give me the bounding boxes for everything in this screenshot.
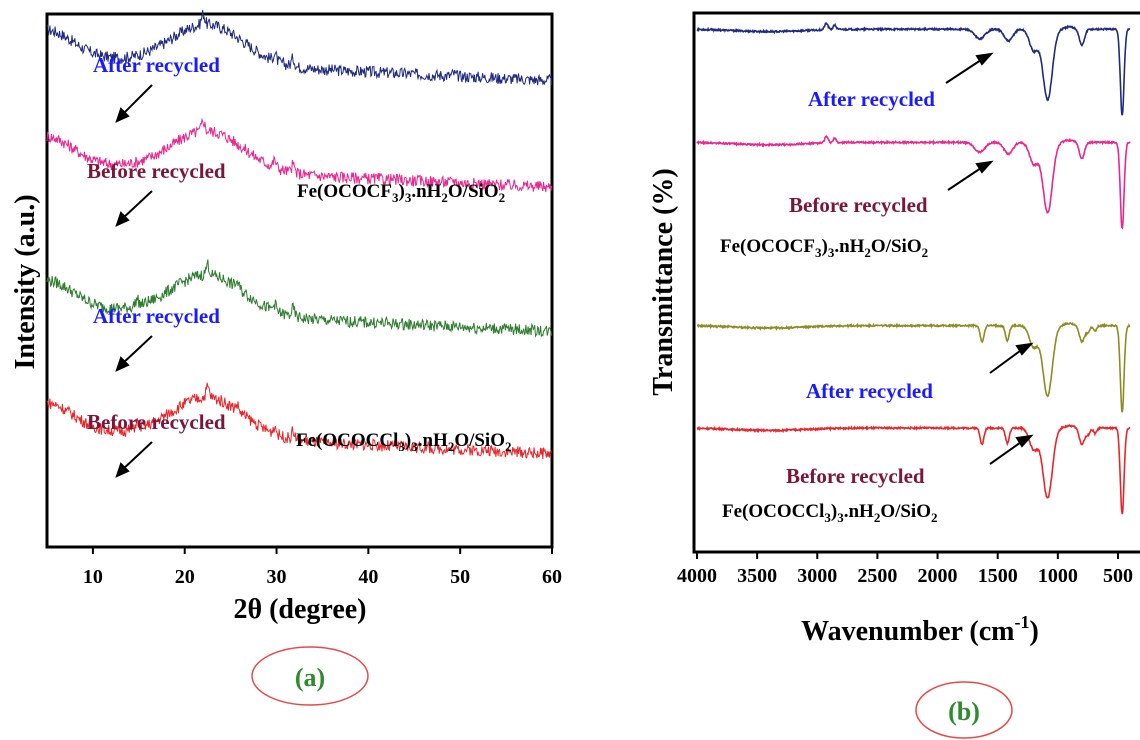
- panel-a-y-axis-title: Intensity (a.u.): [10, 194, 41, 369]
- panel-a-series-line: [46, 382, 553, 460]
- panel-b-x-axis-title: Wavenumber (cm-1): [801, 612, 1039, 647]
- panel-a-traces: [46, 9, 553, 460]
- panel-b-tick-label: 2500: [857, 565, 897, 587]
- panel-a-compound-cf3: Fe(OCOCF3)3.nH2O/SiO2: [297, 181, 505, 205]
- panel-a-tick-label: 60: [542, 566, 562, 588]
- panel-b-series-line: [696, 321, 1131, 413]
- panel-a-series-line: [46, 259, 553, 338]
- panel-a-letter-oval: [251, 646, 369, 706]
- panel-a-series-line: [46, 9, 553, 86]
- panel-a-label-before-2: Before recycled: [87, 410, 226, 434]
- panel-a-tick-label: 20: [175, 566, 195, 588]
- panel-b-label-before-1: Before recycled: [789, 193, 928, 217]
- panel-b-tick-label: 3500: [737, 565, 777, 587]
- panel-a-arrows: [115, 84, 153, 478]
- panel-a-x-axis-title: 2θ (degree): [233, 594, 366, 625]
- panel-b-letter: (b): [948, 697, 980, 726]
- panel-b-traces: [696, 22, 1131, 515]
- panel-b-letter-oval: [915, 681, 1013, 739]
- panel-a: 10 20 30 40 50 60 2θ (degree) Intensity (a.u.…: [10, 9, 562, 706]
- panel-b-label-after-1: After recycled: [808, 87, 935, 111]
- panel-b-label-after-2: After recycled: [806, 379, 933, 403]
- panel-b-series-line: [696, 135, 1131, 230]
- panel-b-y-axis-title: Transmittance (%): [648, 168, 679, 395]
- panel-b-series-line: [696, 424, 1131, 515]
- panel-a-series-line: [46, 117, 553, 193]
- panel-b-tick-label: 1500: [978, 565, 1018, 587]
- panel-a-label-after-2: After recycled: [93, 304, 220, 328]
- panel-b-plot-frame: [692, 11, 1140, 554]
- panel-a-label-before-1: Before recycled: [87, 159, 226, 183]
- panel-b-label-before-2: Before recycled: [786, 464, 925, 488]
- panel-b: 4000 3500 3000 2500 2000 1500 1000 500 Wavenumb…: [648, 11, 1140, 739]
- panel-b-tick-label: 500: [1103, 565, 1133, 587]
- panel-a-tick-label: 30: [267, 566, 287, 588]
- panel-a-letter: (a): [295, 663, 325, 692]
- panel-b-arrows: [945, 52, 1034, 465]
- panel-b-tick-label: 1000: [1038, 565, 1078, 587]
- panel-b-compound-ccl3: Fe(OCOCCl3)3.nH2O/SiO2: [722, 501, 938, 525]
- panel-a-label-after-1: After recycled: [93, 53, 220, 77]
- panel-b-compound-cf3: Fe(OCOCF3)3.nH2O/SiO2: [720, 236, 928, 260]
- panel-b-series-line: [696, 22, 1131, 116]
- panel-b-tick-label: 3000: [797, 565, 837, 587]
- panel-b-x-ticks: 4000 3500 3000 2500 2000 1500 1000 500: [677, 552, 1133, 587]
- panel-a-x-ticks: 10 20 30 40 50 60: [83, 547, 562, 588]
- panel-a-tick-label: 40: [358, 566, 378, 588]
- panel-a-tick-label: 10: [83, 566, 103, 588]
- panel-b-tick-label: 2000: [918, 565, 958, 587]
- panel-a-compound-ccl3: Fe(OCOCCl3)3.nH2O/SiO2: [296, 430, 512, 454]
- panel-a-tick-label: 50: [450, 566, 470, 588]
- panel-b-tick-label: 4000: [677, 565, 717, 587]
